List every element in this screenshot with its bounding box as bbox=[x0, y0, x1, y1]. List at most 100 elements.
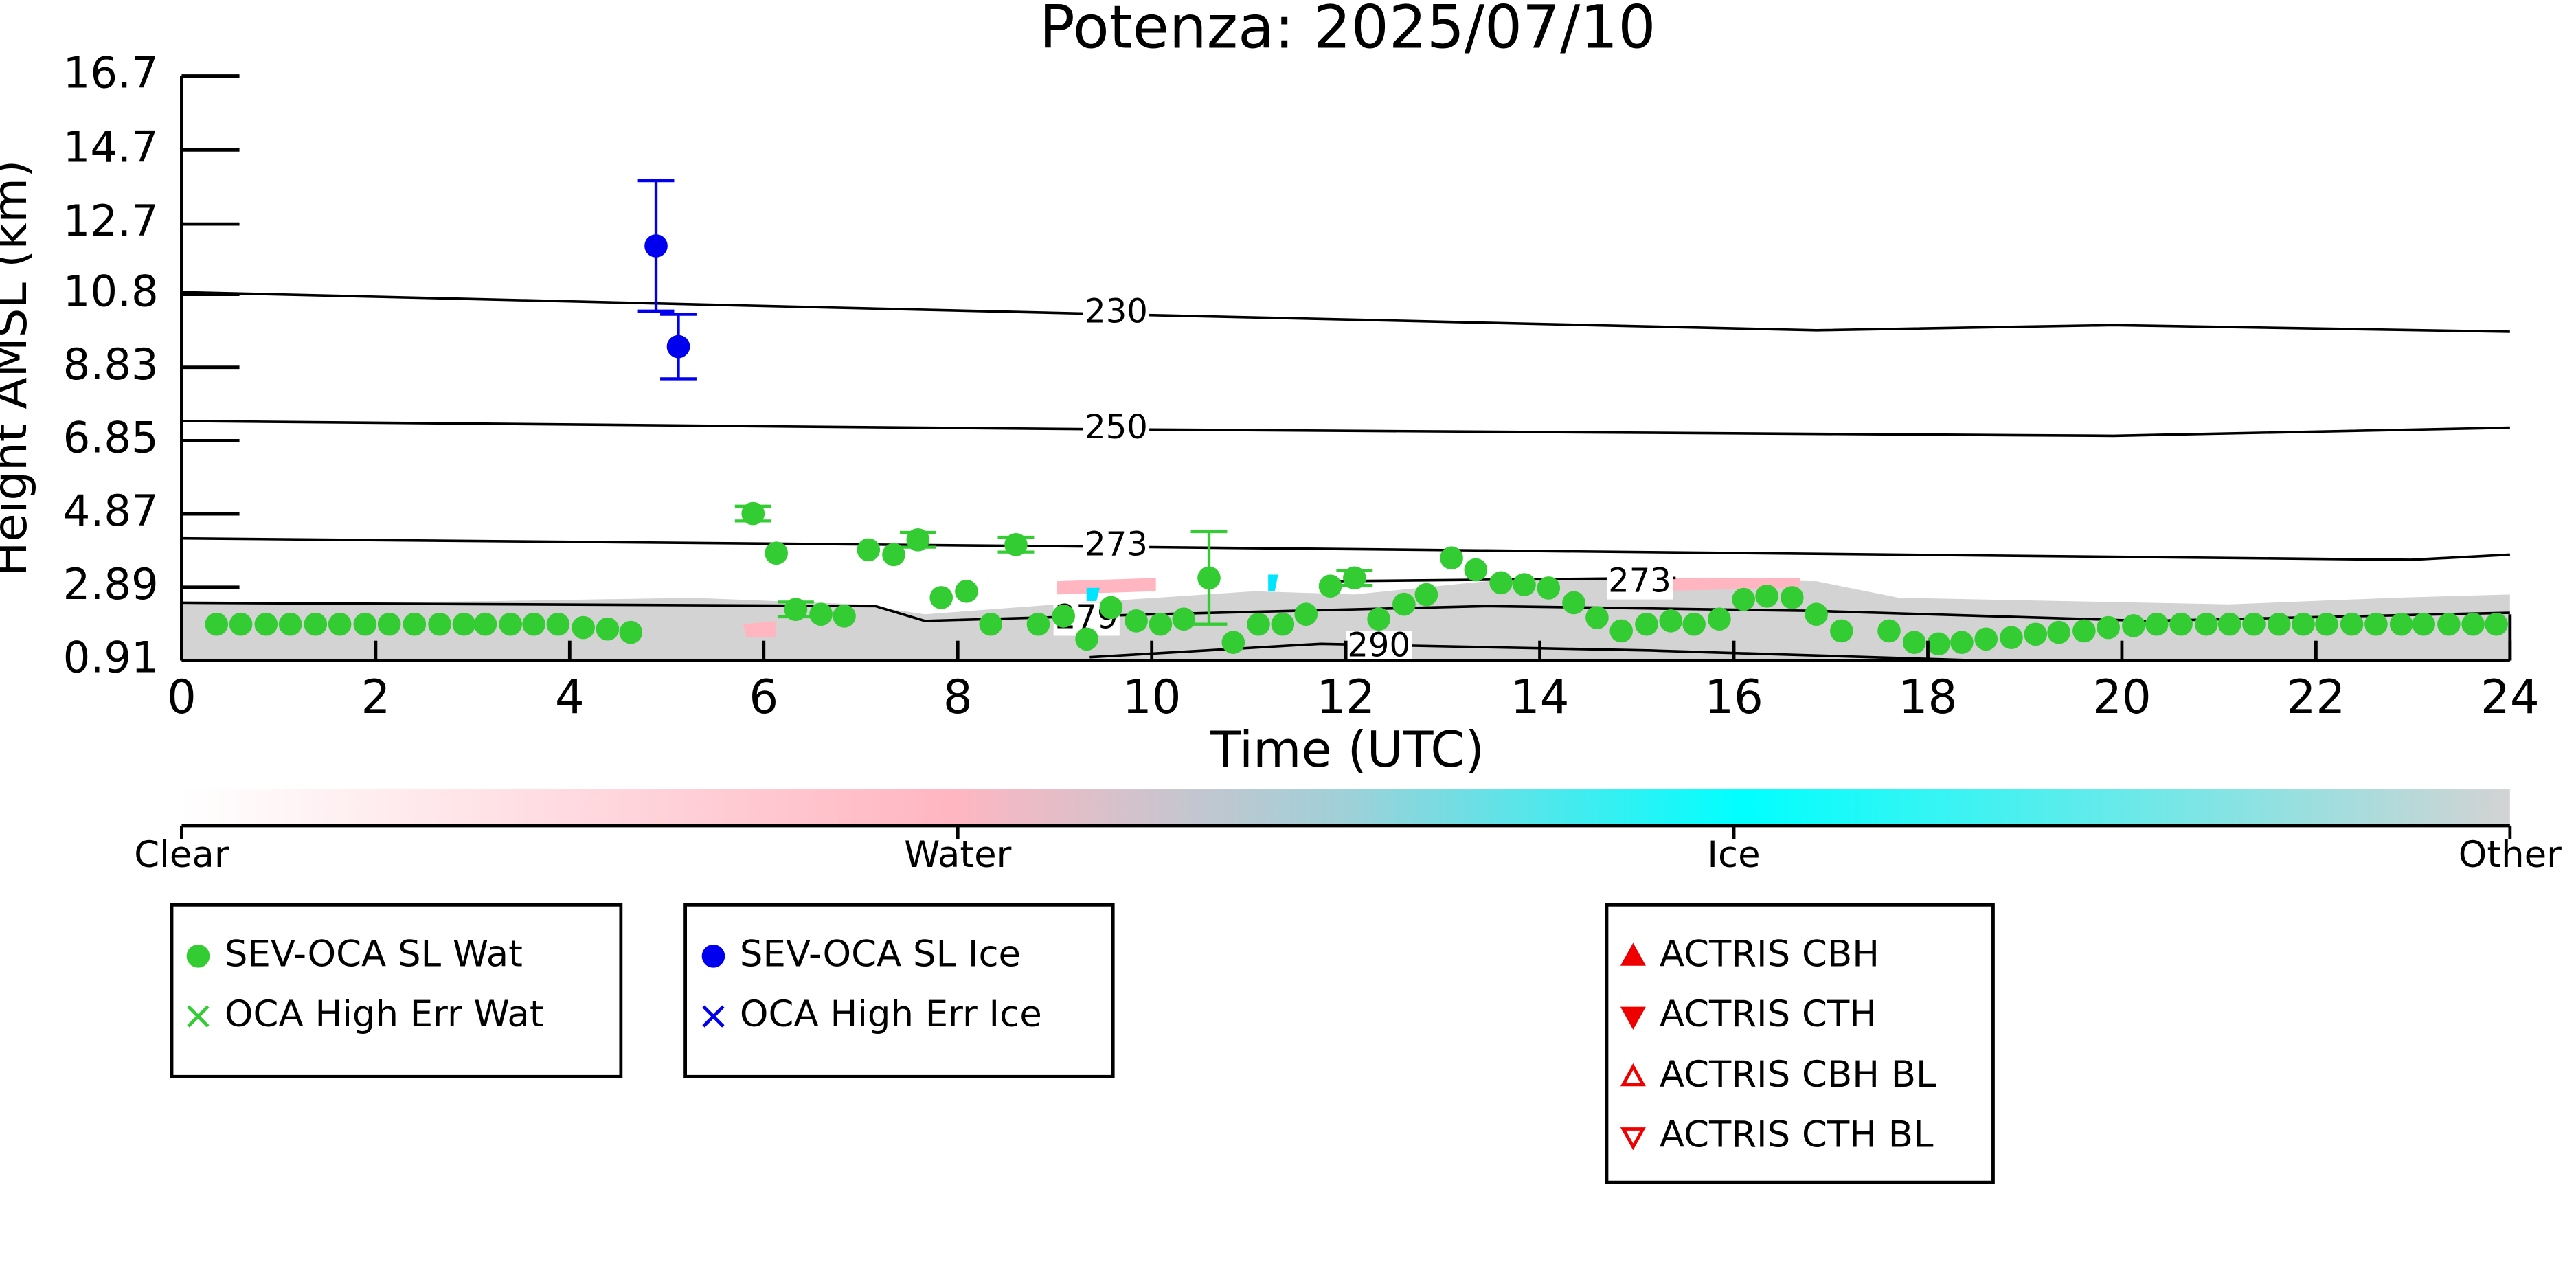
marker bbox=[1682, 612, 1706, 636]
x-tick-label: 16 bbox=[1704, 670, 1763, 724]
contour-line bbox=[181, 420, 2510, 438]
marker bbox=[809, 602, 833, 626]
legend-label: ACTRIS CTH BL bbox=[1660, 1114, 1934, 1156]
marker bbox=[1221, 631, 1245, 654]
contour-label-bg bbox=[1083, 297, 1150, 330]
marker bbox=[2024, 622, 2048, 646]
marker bbox=[1489, 571, 1513, 595]
legend-label: ACTRIS CBH bbox=[1660, 933, 1879, 975]
contour-label-bg bbox=[1083, 412, 1150, 447]
legend-box bbox=[1605, 903, 1995, 1184]
marker bbox=[955, 579, 978, 603]
marker bbox=[522, 612, 545, 636]
cloud-mask-water bbox=[743, 578, 1800, 637]
marker bbox=[353, 612, 377, 636]
y-tick-label: 16.7 bbox=[63, 48, 159, 98]
marker bbox=[1294, 602, 1318, 626]
marker bbox=[1197, 566, 1221, 590]
marker bbox=[2340, 612, 2364, 636]
marker bbox=[187, 1005, 210, 1028]
colorbar-label: Ice bbox=[1707, 834, 1760, 876]
marker bbox=[2485, 612, 2508, 636]
marker bbox=[1829, 619, 1853, 643]
x-tick-label: 20 bbox=[2092, 670, 2151, 724]
contour-label-bg bbox=[1606, 566, 1673, 600]
x-tick-label: 4 bbox=[555, 670, 585, 724]
marker bbox=[2072, 619, 2096, 643]
marker bbox=[1271, 612, 1295, 636]
contour-line bbox=[1089, 642, 1982, 662]
contour-label: 250 bbox=[1085, 408, 1148, 447]
marker bbox=[2437, 612, 2461, 636]
marker bbox=[596, 617, 620, 641]
marker bbox=[2097, 615, 2120, 640]
marker bbox=[1052, 605, 1075, 628]
marker bbox=[2461, 612, 2485, 636]
colorbar-label: Water bbox=[904, 834, 1012, 876]
marker bbox=[278, 612, 302, 636]
y-tick-label: 14.7 bbox=[63, 122, 159, 172]
contour-line bbox=[181, 291, 2510, 333]
marker bbox=[833, 605, 856, 628]
marker bbox=[666, 335, 690, 359]
y-tick-label: 4.87 bbox=[63, 486, 159, 536]
marker bbox=[428, 612, 451, 636]
marker bbox=[2315, 612, 2338, 636]
marker bbox=[205, 612, 229, 636]
marker bbox=[1585, 606, 1609, 629]
legend-label: ACTRIS CTH bbox=[1660, 993, 1877, 1035]
y-tick-label: 10.8 bbox=[63, 267, 159, 317]
marker bbox=[229, 612, 253, 636]
legend-label: OCA High Err Wat bbox=[225, 993, 544, 1035]
marker bbox=[1464, 558, 1488, 582]
marker bbox=[1974, 627, 1998, 651]
x-tick-label: 18 bbox=[1899, 670, 1958, 724]
marker bbox=[1367, 607, 1390, 631]
marker bbox=[1609, 619, 1634, 643]
x-tick-label: 12 bbox=[1316, 670, 1375, 724]
marker bbox=[979, 612, 1003, 636]
marker bbox=[1318, 574, 1342, 598]
x-tick-label: 6 bbox=[749, 670, 778, 724]
y-tick-label: 12.7 bbox=[63, 196, 159, 246]
marker bbox=[1562, 591, 1585, 615]
marker bbox=[403, 612, 427, 636]
legend-box bbox=[683, 903, 1115, 1078]
marker bbox=[2412, 612, 2435, 636]
marker bbox=[1620, 942, 1646, 966]
marker bbox=[1125, 609, 1148, 633]
y-axis-label: Height AMSL (km) bbox=[0, 160, 37, 577]
marker bbox=[1099, 596, 1123, 620]
marker bbox=[1247, 612, 1270, 636]
marker bbox=[1755, 584, 1778, 608]
marker bbox=[1950, 631, 1974, 654]
x-axis-label: Time (UTC) bbox=[1210, 721, 1484, 779]
marker bbox=[882, 543, 905, 567]
marker bbox=[1075, 627, 1098, 651]
marker bbox=[304, 612, 328, 636]
legend-box bbox=[170, 903, 623, 1078]
marker bbox=[857, 538, 881, 562]
marker bbox=[2242, 612, 2266, 636]
marker bbox=[2364, 612, 2388, 636]
marker bbox=[377, 612, 401, 636]
marker bbox=[1026, 612, 1050, 636]
marker bbox=[2389, 612, 2413, 636]
marker bbox=[1392, 592, 1416, 616]
marker bbox=[2047, 620, 2070, 644]
x-tick-label: 24 bbox=[2481, 670, 2540, 724]
marker bbox=[1004, 533, 1028, 556]
y-tick-label: 2.89 bbox=[63, 559, 159, 609]
y-tick-label: 0.91 bbox=[63, 633, 159, 683]
marker bbox=[1708, 607, 1731, 631]
contour-label-bg bbox=[1083, 530, 1150, 563]
marker bbox=[499, 612, 523, 636]
x-tick-label: 22 bbox=[2287, 670, 2346, 724]
chart-title: Potenza: 2025/07/10 bbox=[1039, 0, 1656, 63]
marker bbox=[473, 612, 497, 636]
contour-label: 273 bbox=[1608, 562, 1671, 600]
marker bbox=[1537, 576, 1561, 600]
colorbar-label: Clear bbox=[134, 834, 229, 876]
marker bbox=[1440, 546, 1463, 570]
marker bbox=[1732, 587, 1755, 611]
